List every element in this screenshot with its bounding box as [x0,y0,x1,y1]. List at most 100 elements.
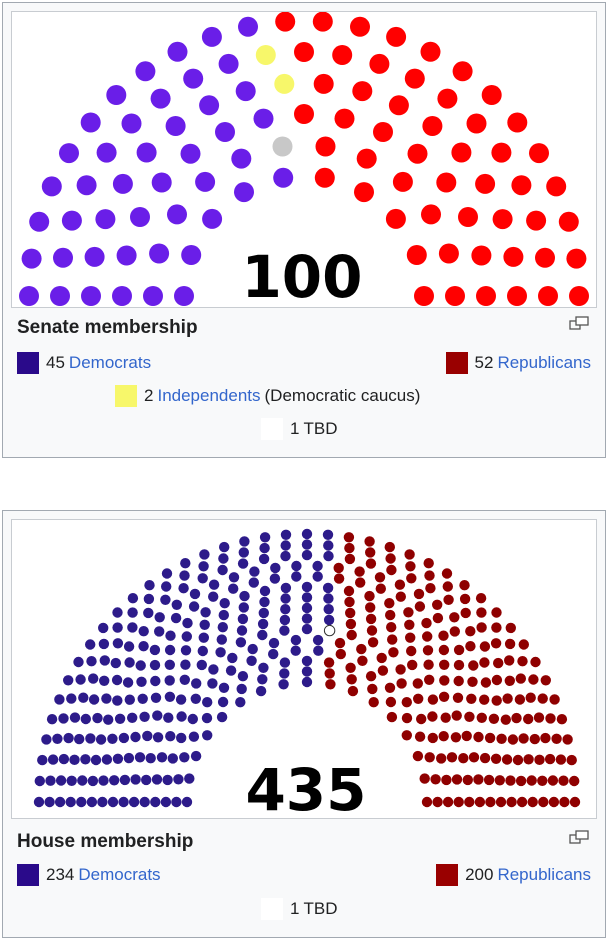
seat-republican [420,41,441,62]
seat-democrat [255,685,267,697]
seat-democrat [165,731,176,742]
seat-democrat [54,694,65,705]
seat-republican [343,585,355,597]
seat-republican [401,697,412,708]
seat-democrat [107,733,118,744]
senate-total-label: 100 [241,243,362,307]
seat-democrat [164,675,175,686]
republicans-link[interactable]: Republicans [497,865,591,884]
seat-democrat [259,585,271,597]
seat-republican [364,536,375,547]
seat-democrat [202,208,223,229]
seat-democrat [95,734,107,745]
seat-republican [438,731,449,742]
seat-democrat [151,774,163,785]
seat-republican [294,42,314,62]
seat-democrat [235,637,247,648]
seat-republican [449,626,460,637]
seat-democrat [198,632,209,643]
seat-democrat [134,752,146,763]
seat-democrat [150,692,162,703]
seat-democrat [101,754,113,765]
seat-democrat [29,211,50,232]
seat-democrat [188,601,200,612]
enlarge-icon[interactable] [569,830,589,844]
seat-republican [526,210,547,231]
seat-democrat [217,696,229,708]
seat-democrat [127,712,138,723]
seat-democrat [258,553,270,565]
seat-republican [537,693,548,704]
seat-democrat [199,95,220,116]
seat-democrat [110,657,122,669]
seat-republican [407,659,418,671]
seat-republican [490,638,502,649]
seat-democrat [143,286,163,306]
seat-republican [324,668,335,679]
seat-democrat [130,731,141,743]
seat-democrat [95,209,116,230]
seat-democrat [19,286,39,306]
seat-republican [551,733,562,744]
seat-republican [500,714,511,725]
independents-link[interactable]: Independents [157,386,261,405]
seat-republican [367,683,378,695]
seat-republican [323,657,335,668]
seat-republican [345,662,356,673]
democrats-count: 234 [46,865,75,884]
seat-republican [475,593,487,604]
seat-democrat [207,678,218,689]
seat-republican [453,644,465,656]
seat-republican [384,541,395,553]
seat-democrat [239,590,250,602]
seat-democrat [112,622,123,633]
seat-democrat [179,570,190,581]
seat-democrat [216,711,228,723]
seat-democrat [149,644,161,656]
seat-republican [481,85,502,105]
seat-republican [475,173,496,194]
republicans-link[interactable]: Republicans [497,353,591,372]
seat-democrat [322,582,334,594]
seat-democrat [313,645,324,656]
seat-democrat [167,41,188,62]
seat-republican [505,775,516,786]
house-seat-chart[interactable]: 435 [11,519,597,819]
seat-independent [255,45,276,65]
seat-republican [442,581,453,592]
seat-democrat [257,629,268,641]
senate-seat-chart[interactable]: 100 [11,11,597,308]
seat-republican [405,561,416,572]
seat-tbd [272,136,293,157]
seat-republican [569,775,580,787]
seat-republican [386,26,407,47]
seat-democrat [323,593,334,604]
democrats-link[interactable]: Democrats [78,865,161,884]
seat-republican [504,638,516,650]
seat-republican [530,656,541,668]
seat-democrat [69,712,81,723]
enlarge-icon[interactable] [569,316,589,330]
seat-republican [528,674,539,685]
seat-democrat [142,730,153,742]
seat-republican [474,796,486,808]
seat-republican [459,580,470,591]
seat-republican [352,81,373,102]
seat-republican [395,664,406,675]
seat-democrat [112,607,123,618]
seat-democrat [181,245,202,265]
seat-democrat [165,630,176,641]
seat-republican [555,754,567,765]
seat-democrat [208,664,219,675]
seat-republican [404,619,415,630]
seat-democrat [167,753,178,764]
seat-republican [385,553,396,564]
seat-democrat [86,796,98,808]
seat-democrat [69,754,80,765]
seat-republican [514,694,526,705]
seat-republican [523,713,534,725]
seat-republican [392,171,413,192]
democrats-link[interactable]: Democrats [68,353,152,372]
seat-republican [446,752,458,763]
seat-democrat [290,634,302,646]
